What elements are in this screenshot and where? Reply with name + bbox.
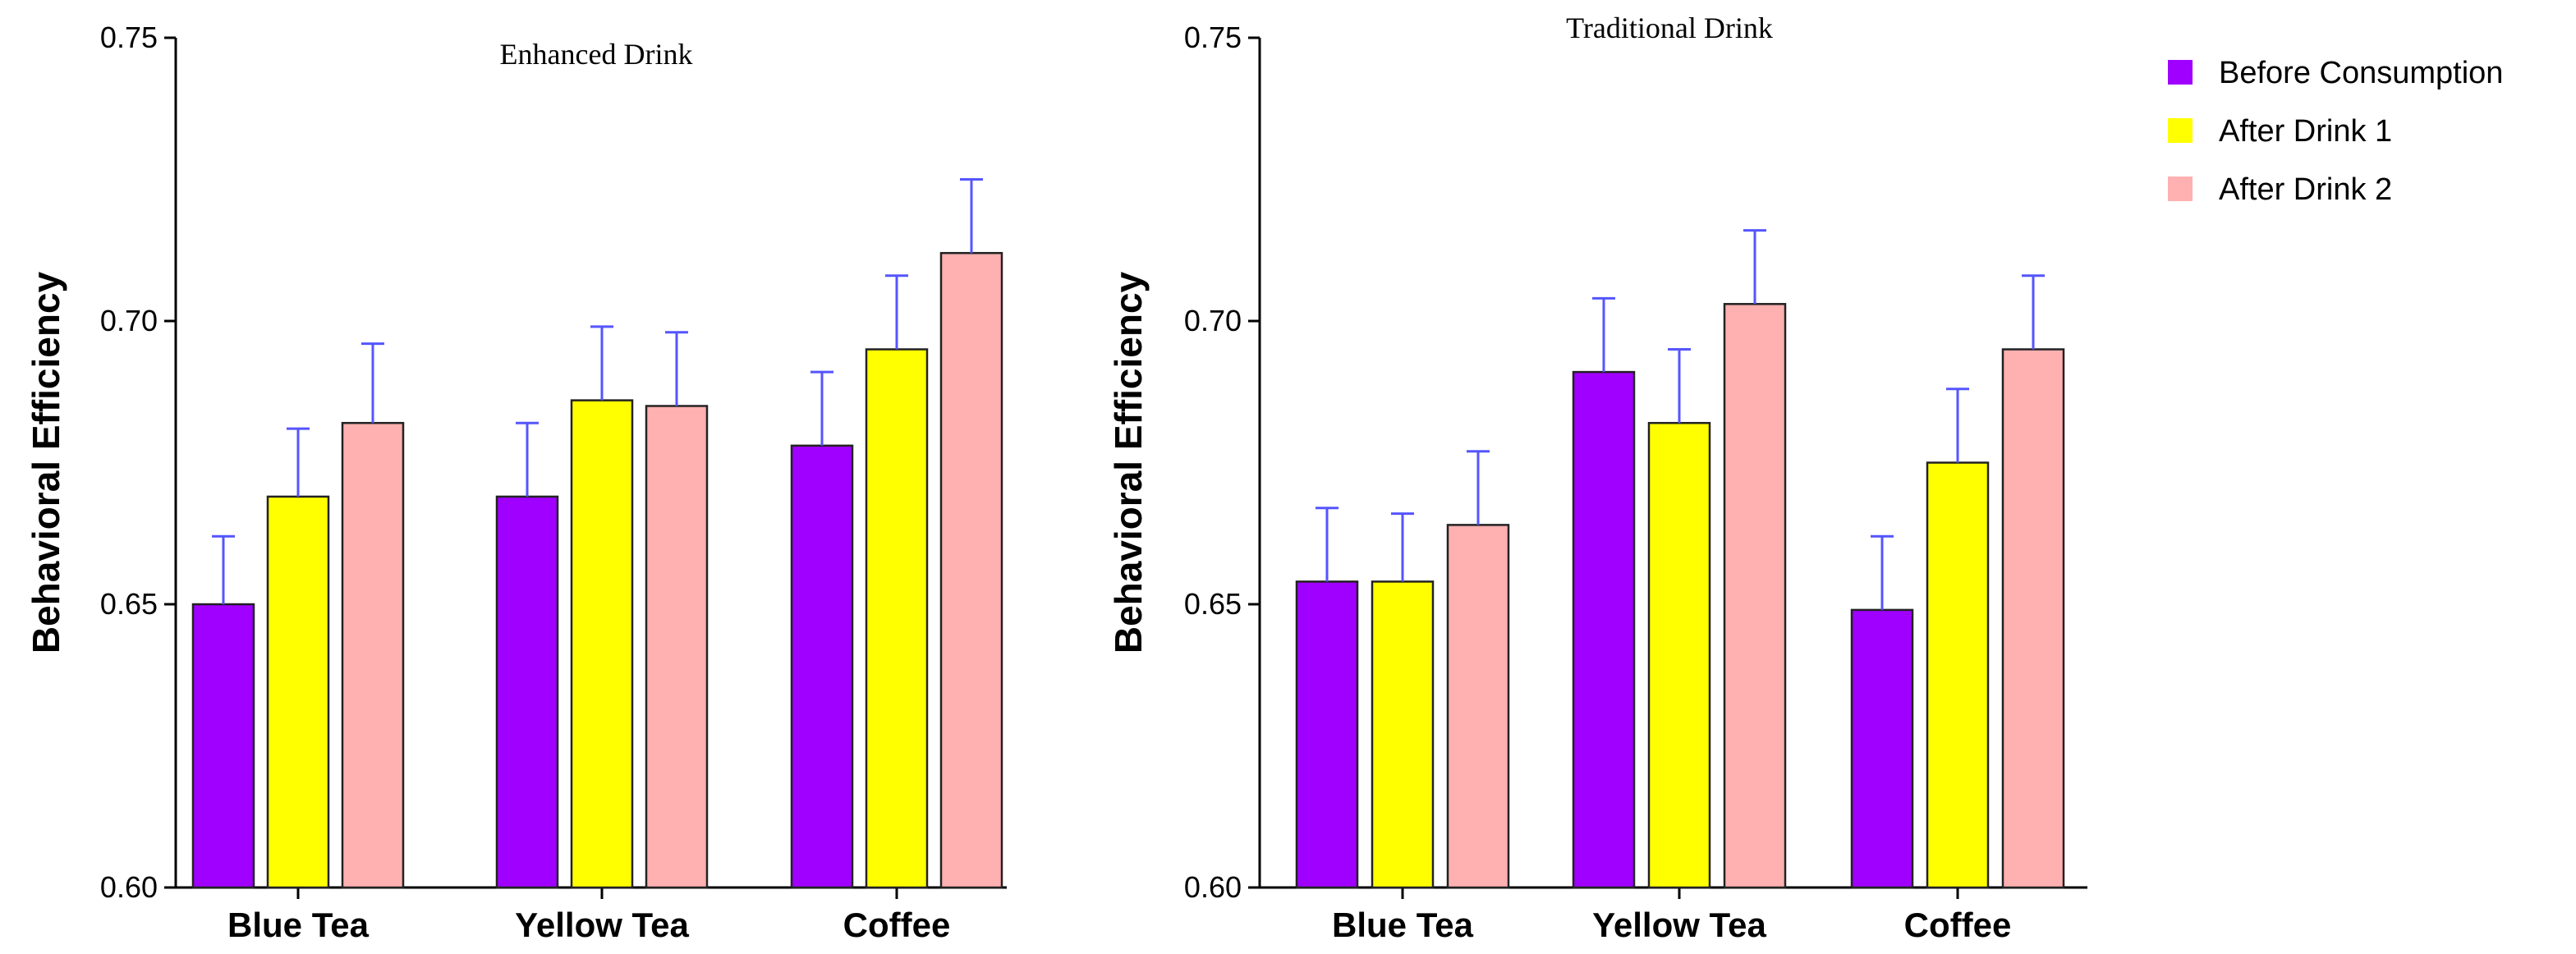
y-tick-label: 0.75 (1184, 21, 1242, 54)
y-tick-label: 0.60 (1184, 870, 1242, 904)
bar (2001, 348, 2065, 889)
bar (570, 399, 634, 889)
bar (1371, 580, 1435, 889)
x-tick-label: Coffee (1904, 906, 2012, 944)
legend: Before Consumption After Drink 1 After Dri… (2168, 56, 2503, 207)
x-tick-label: Blue Tea (1332, 906, 1474, 944)
bar (939, 251, 1003, 889)
y-tick-label: 0.75 (100, 21, 158, 54)
legend-swatch (2168, 60, 2193, 85)
bar (1295, 580, 1359, 889)
x-tick-label: Coffee (843, 906, 951, 944)
chart-panel-enhanced: 0.60 0.65 0.70 0.75 Blue Tea Yellow Tea Coffee… (25, 21, 1007, 944)
legend-label: After Drink 1 (2219, 114, 2392, 149)
bar (1723, 303, 1787, 889)
y-tick-label: 0.65 (100, 587, 158, 621)
x-tick-label: Blue Tea (227, 906, 370, 944)
y-axis-label: Behavioral Efficiency (1107, 271, 1150, 654)
chart-panel-traditional: 0.60 0.65 0.70 0.75 Blue Tea Yellow Tea Coffee… (1107, 11, 2087, 944)
bar (1647, 421, 1711, 889)
bar (191, 603, 255, 889)
y-tick-label: 0.65 (1184, 587, 1242, 621)
y-tick-label: 0.60 (100, 870, 158, 904)
bar (790, 444, 854, 889)
bar (1850, 608, 1914, 889)
chart-title: Traditional Drink (1566, 11, 1773, 44)
bar (645, 405, 709, 889)
x-tick-label: Yellow Tea (1592, 906, 1766, 944)
bar (1446, 524, 1510, 889)
legend-swatch (2168, 177, 2193, 201)
legend-swatch (2168, 118, 2193, 143)
bar (1926, 461, 1990, 889)
legend-label: Before Consumption (2219, 56, 2503, 90)
bar (341, 421, 405, 889)
y-axis-label: Behavioral Efficiency (25, 271, 67, 654)
y-tick-label: 0.70 (100, 304, 158, 337)
bar (1572, 370, 1636, 889)
bar (865, 348, 929, 889)
chart-title: Enhanced Drink (500, 38, 693, 71)
legend-label: After Drink 2 (2219, 172, 2392, 207)
y-tick-label: 0.70 (1184, 304, 1242, 337)
bar (266, 495, 330, 889)
x-tick-label: Yellow Tea (515, 906, 689, 944)
bar (495, 495, 559, 889)
